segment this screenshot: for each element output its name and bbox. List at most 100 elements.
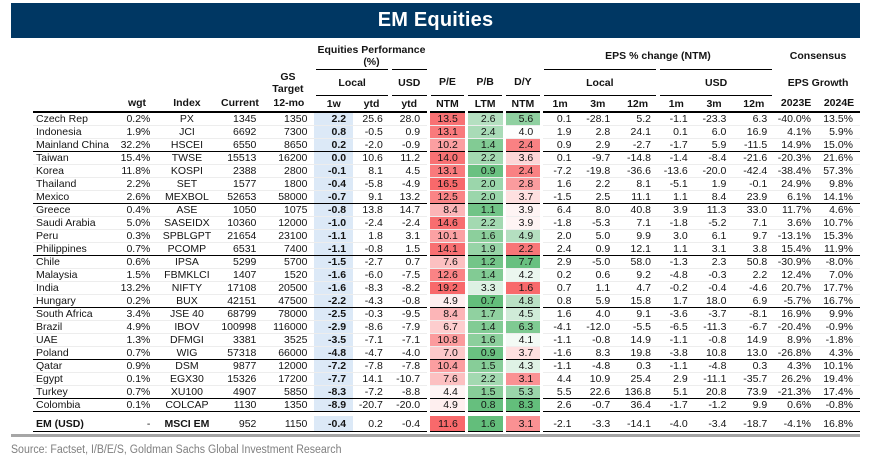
cell-e24: 9.9% <box>818 307 860 321</box>
cell-pe: 13.5 <box>427 112 468 126</box>
cell-u12m: -42.4 <box>733 164 775 178</box>
cell-country: Poland <box>33 346 117 360</box>
table-row: Indonesia 1.9% JCI 6692 7300 0.8 -0.5 0.9 13.1 2.… <box>33 125 860 139</box>
cell-w1: 0.0 <box>314 151 354 165</box>
cell-pe: 4.9 <box>427 294 468 308</box>
col-usd-1m: 1m <box>657 95 695 113</box>
cell-e23: 24.9% <box>774 177 819 191</box>
cell-u12m: 16.9 <box>733 125 775 139</box>
cell-ytd_l: -2.0 <box>353 138 390 152</box>
cell-pe: 12.5 <box>427 190 468 204</box>
cell-wgt: - <box>116 416 158 432</box>
cell-ytd_u: -7.9 <box>389 320 429 334</box>
table-row: Peru 0.3% SPBLGPT 21654 23100 -1.1 1.8 3.1 10.1 1… <box>33 229 860 243</box>
cell-target: 17200 <box>263 372 315 386</box>
cell-e24: 16.7% <box>818 294 860 308</box>
cell-index: JCI <box>157 125 217 139</box>
table-row: Malaysia 1.5% FBMKLCI 1407 1520 -1.6 -6.0 -7.5 1… <box>33 268 860 282</box>
cell-u3m: -0.3 <box>694 268 734 282</box>
cell-ytd_u: -7.5 <box>389 268 429 282</box>
cell-u3m: -20.0 <box>694 164 734 178</box>
cell-pb: 2.4 <box>464 125 506 139</box>
cell-l3m: -4.8 <box>578 359 618 373</box>
cell-w1: -2.9 <box>314 320 354 334</box>
cell-pe: 7.6 <box>427 372 468 386</box>
cell-current: 42151 <box>216 294 264 308</box>
cell-pb: 2.2 <box>464 372 506 386</box>
col-2024e: 2024E <box>818 95 860 113</box>
cell-wgt: 3.4% <box>116 307 158 321</box>
cell-w1: -8.3 <box>314 385 354 399</box>
cell-l1m: 1.9 <box>541 125 579 139</box>
cell-l1m: 0.7 <box>541 281 579 295</box>
cell-wgt: 0.9% <box>116 359 158 373</box>
cell-index: SET <box>157 177 217 191</box>
cell-e24: 14.1% <box>818 190 860 204</box>
table-row: Qatar 0.9% DSM 9877 12000 -7.2 -7.8 -7.8 10.4 1.5… <box>33 359 860 373</box>
cell-l1m: 2.9 <box>541 255 579 269</box>
cell-e24: -0.8% <box>818 398 860 412</box>
cell-dy: 4.3 <box>502 359 544 373</box>
cell-l1m: 0.1 <box>541 151 579 165</box>
cell-l3m: -0.7 <box>578 398 618 412</box>
cell-u12m: 2.2 <box>733 268 775 282</box>
cell-l12m: -2.7 <box>617 138 658 152</box>
cell-l12m: -14.8 <box>617 151 658 165</box>
cell-u1m: -1.1 <box>657 112 695 126</box>
cell-l1m: 4.4 <box>541 372 579 386</box>
cell-e23: 15.4% <box>774 242 819 256</box>
bottom-divider <box>11 434 860 437</box>
cell-dy: 3.7 <box>502 190 544 204</box>
cell-pe: 13.1 <box>427 125 468 139</box>
cell-country: Brazil <box>33 320 117 334</box>
cell-u1m: 1.7 <box>657 294 695 308</box>
col-current: Current <box>216 95 264 113</box>
cell-pe: 10.1 <box>427 229 468 243</box>
cell-e23: -20.3% <box>774 151 819 165</box>
cell-ytd_u: -4.0 <box>389 346 429 360</box>
cell-l3m: 0.6 <box>578 268 618 282</box>
cell-u12m: 0.3 <box>733 359 775 373</box>
cell-pb: 2.2 <box>464 151 506 165</box>
cell-e24: 17.7% <box>818 281 860 295</box>
cell-e24: 17.4% <box>818 385 860 399</box>
cell-ytd_l: 9.1 <box>353 190 390 204</box>
cell-dy: 3.7 <box>502 346 544 360</box>
cell-l1m: 2.6 <box>541 398 579 412</box>
cell-dy: 3.6 <box>502 151 544 165</box>
table-row: Chile 0.6% IPSA 5299 5700 -1.5 -2.7 0.7 7.6 1.2 7.… <box>33 255 860 269</box>
cell-pb: 1.4 <box>464 268 506 282</box>
cell-wgt: 1.9% <box>116 125 158 139</box>
cell-target: 1075 <box>263 203 315 217</box>
cell-wgt: 0.4% <box>116 203 158 217</box>
cell-l12m: 4.7 <box>617 281 658 295</box>
cell-u12m: 73.9 <box>733 385 775 399</box>
cell-current: 1050 <box>216 203 264 217</box>
cell-u3m: -11.1 <box>694 372 734 386</box>
cell-country: Indonesia <box>33 125 117 139</box>
cell-current: 17108 <box>216 281 264 295</box>
cell-u3m: 10.8 <box>694 346 734 360</box>
cell-wgt: 11.8% <box>116 164 158 178</box>
cell-e23: 4.3% <box>774 359 819 373</box>
table-row: Czech Rep 0.2% PX 1345 1350 2.2 25.6 28.0 13.5 2.… <box>33 112 860 126</box>
cell-dy: 4.8 <box>502 294 544 308</box>
cell-pb: 1.9 <box>464 242 506 256</box>
cell-target: 12000 <box>263 216 315 230</box>
cell-l12m: 25.4 <box>617 372 658 386</box>
cell-target: 8650 <box>263 138 315 152</box>
cell-w1: -7.7 <box>314 372 354 386</box>
cell-ytd_u: -2.4 <box>389 216 429 230</box>
cell-index: XU100 <box>157 385 217 399</box>
cell-u3m: -3.7 <box>694 307 734 321</box>
cell-country: Chile <box>33 255 117 269</box>
cell-target: 20500 <box>263 281 315 295</box>
cell-index: PCOMP <box>157 242 217 256</box>
cell-ytd_l: 10.6 <box>353 151 390 165</box>
cell-pb: 0.8 <box>464 398 506 412</box>
cell-w1: -1.1 <box>314 229 354 243</box>
header-eps-local: Local <box>539 69 660 96</box>
cell-ytd_u: 1.5 <box>389 242 429 256</box>
cell-u1m: 0.1 <box>657 125 695 139</box>
cell-ytd_u: -8.2 <box>389 281 429 295</box>
